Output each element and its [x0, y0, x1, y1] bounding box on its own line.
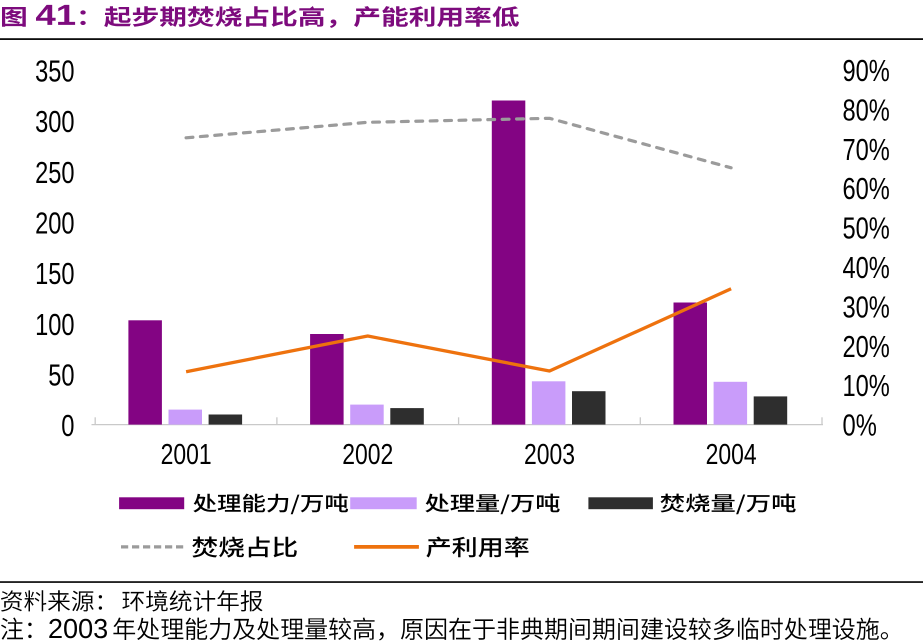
svg-text:0: 0	[61, 409, 74, 443]
svg-text:80%: 80%	[843, 94, 890, 128]
svg-text:0%: 0%	[843, 409, 877, 443]
svg-text:350: 350	[35, 55, 74, 89]
svg-text:2002: 2002	[342, 439, 393, 471]
svg-text:20%: 20%	[843, 330, 890, 364]
svg-text:2003: 2003	[524, 439, 575, 471]
svg-text:60%: 60%	[843, 172, 890, 206]
svg-text:10%: 10%	[843, 369, 890, 403]
svg-text:2001: 2001	[161, 439, 212, 471]
svg-text:50: 50	[48, 358, 74, 392]
svg-text:250: 250	[35, 156, 74, 190]
svg-text:150: 150	[35, 257, 74, 291]
svg-text:100: 100	[35, 308, 74, 342]
svg-text:200: 200	[35, 207, 74, 241]
svg-text:300: 300	[35, 105, 74, 139]
svg-text:50%: 50%	[843, 212, 890, 246]
svg-text:40%: 40%	[843, 251, 890, 285]
svg-text:30%: 30%	[843, 290, 890, 324]
svg-text:2004: 2004	[706, 439, 757, 471]
svg-text:70%: 70%	[843, 133, 890, 167]
svg-text:90%: 90%	[843, 54, 890, 88]
